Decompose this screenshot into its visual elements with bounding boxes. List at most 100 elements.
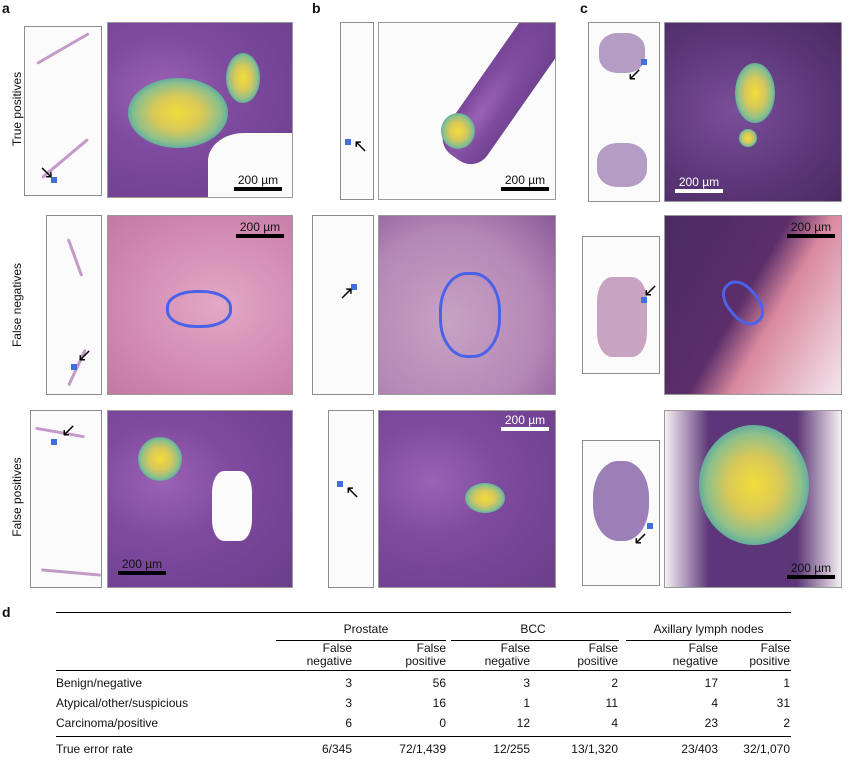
heatmap-region	[465, 483, 505, 513]
tissue-section	[593, 461, 649, 541]
scale-bar: 200 µm	[112, 557, 172, 575]
table-cell: 13/1,320	[571, 742, 618, 756]
tissue-strip	[36, 32, 90, 65]
tissue-section	[597, 277, 647, 357]
table-cell: 31	[776, 696, 790, 710]
table-cell: 11	[605, 696, 618, 710]
subheader-axillary-fn: False negative	[672, 641, 718, 668]
row-label-false-negatives: False negatives	[10, 262, 24, 348]
arrow-icon: ↙	[633, 528, 649, 548]
row-label-false-positives: False positives	[10, 457, 24, 537]
table-cell: 2	[783, 716, 790, 730]
row-label-benign: Benign/negative	[56, 676, 143, 690]
table-cell: 72/1,439	[399, 742, 446, 756]
scale-bar-label: 200 µm	[239, 220, 281, 234]
tile-a-true-positive: 200 µm	[107, 22, 293, 198]
region-marker	[51, 177, 57, 183]
scale-bar-label: 200 µm	[678, 175, 720, 189]
table-cell: 12	[516, 716, 530, 730]
table-cell: 23	[704, 716, 718, 730]
group-header-bcc: BCC	[520, 622, 546, 636]
region-marker	[345, 139, 351, 145]
scale-bar: 200 µm	[230, 220, 290, 238]
row-label-atypical: Atypical/other/suspicious	[56, 696, 189, 710]
heatmap-region	[441, 113, 475, 149]
table-cell: 17	[704, 676, 718, 690]
arrow-icon: ↖	[345, 482, 361, 502]
panel-label-a: a	[2, 0, 10, 16]
thumbnail-a-true-positive: ↘	[24, 26, 102, 196]
tile-b-false-positive: 200 µm	[378, 410, 556, 588]
scale-bar: 200 µm	[781, 220, 841, 238]
region-marker	[647, 523, 653, 529]
background-area	[208, 133, 292, 197]
region-marker	[51, 439, 57, 445]
scale-bar-label: 200 µm	[121, 557, 163, 571]
subheader-prostate-fp: False positive	[405, 641, 446, 668]
arrow-icon: ↘	[39, 162, 55, 182]
thumbnail-a-false-negative: ↙	[46, 215, 102, 395]
table-cell: 12/255	[493, 742, 530, 756]
table-cell: 16	[432, 696, 446, 710]
tile-a-false-positive: 200 µm	[107, 410, 293, 588]
row-label-carcinoma: Carcinoma/positive	[56, 716, 159, 730]
scale-bar: 200 µm	[669, 175, 729, 193]
table-cell: 2	[611, 676, 618, 690]
tile-c-false-negative: 200 µm	[664, 215, 842, 395]
panel-label-d: d	[2, 604, 11, 620]
region-marker	[351, 284, 357, 290]
table-cell: 6/345	[321, 742, 352, 756]
tissue-strip	[35, 426, 85, 439]
region-marker	[337, 481, 343, 487]
thumbnail-c-true-positive: ↙	[588, 22, 660, 202]
table-cell: 1	[783, 676, 790, 690]
scale-bar-label: 200 µm	[504, 173, 546, 187]
heatmap-region	[739, 129, 757, 147]
tissue-section	[599, 33, 645, 73]
tissue-strip	[66, 238, 84, 277]
table-cell: 6	[345, 716, 352, 730]
scale-bar-label: 200 µm	[237, 173, 279, 187]
thumbnail-b-false-positive: ↖	[328, 410, 374, 588]
gland-lumen	[212, 471, 252, 541]
group-header-prostate: Prostate	[343, 622, 389, 636]
table-cell: 3	[523, 676, 530, 690]
arrow-icon: ↙	[61, 420, 77, 440]
arrow-icon: ↙	[627, 64, 643, 84]
table-cell: 4	[711, 696, 718, 710]
table-cell: 3	[345, 696, 352, 710]
tile-c-true-positive: 200 µm	[664, 22, 842, 202]
heatmap-region	[699, 425, 809, 545]
table-cell: 1	[523, 696, 530, 710]
group-rule-axillary	[626, 640, 791, 641]
table-cell: 56	[432, 676, 446, 690]
table-cell: 3	[345, 676, 352, 690]
total-rule	[56, 736, 791, 737]
table-cell: 4	[611, 716, 618, 730]
panel-label-b: b	[312, 0, 321, 16]
row-label-true-error-rate: True error rate	[56, 742, 133, 756]
panel-label-c: c	[580, 0, 588, 16]
thumbnail-c-false-positive: ↙	[582, 440, 660, 586]
region-marker	[71, 364, 77, 370]
table-cell: 32/1,070	[743, 742, 790, 756]
table-cell: 0	[439, 716, 446, 730]
scale-bar-label: 200 µm	[504, 413, 546, 427]
annotation-outline	[439, 272, 501, 358]
region-marker	[641, 59, 647, 65]
annotation-outline	[166, 290, 232, 328]
scale-bar-label: 200 µm	[790, 561, 832, 575]
scale-bar: 200 µm	[495, 413, 555, 431]
scale-bar-label: 200 µm	[790, 220, 832, 234]
heatmap-region	[735, 63, 775, 123]
heatmap-region	[226, 53, 260, 103]
thumbnail-b-false-negative: ↗	[312, 215, 374, 395]
thumbnail-c-false-negative: ↙	[582, 236, 660, 374]
header-rule	[56, 670, 791, 671]
skin-section	[434, 23, 555, 172]
heatmap-region	[138, 437, 182, 481]
group-rule-prostate	[276, 640, 446, 641]
scale-bar: 200 µm	[228, 173, 288, 191]
tile-a-false-negative: 200 µm	[107, 215, 293, 395]
arrow-icon: ↗	[339, 283, 355, 303]
